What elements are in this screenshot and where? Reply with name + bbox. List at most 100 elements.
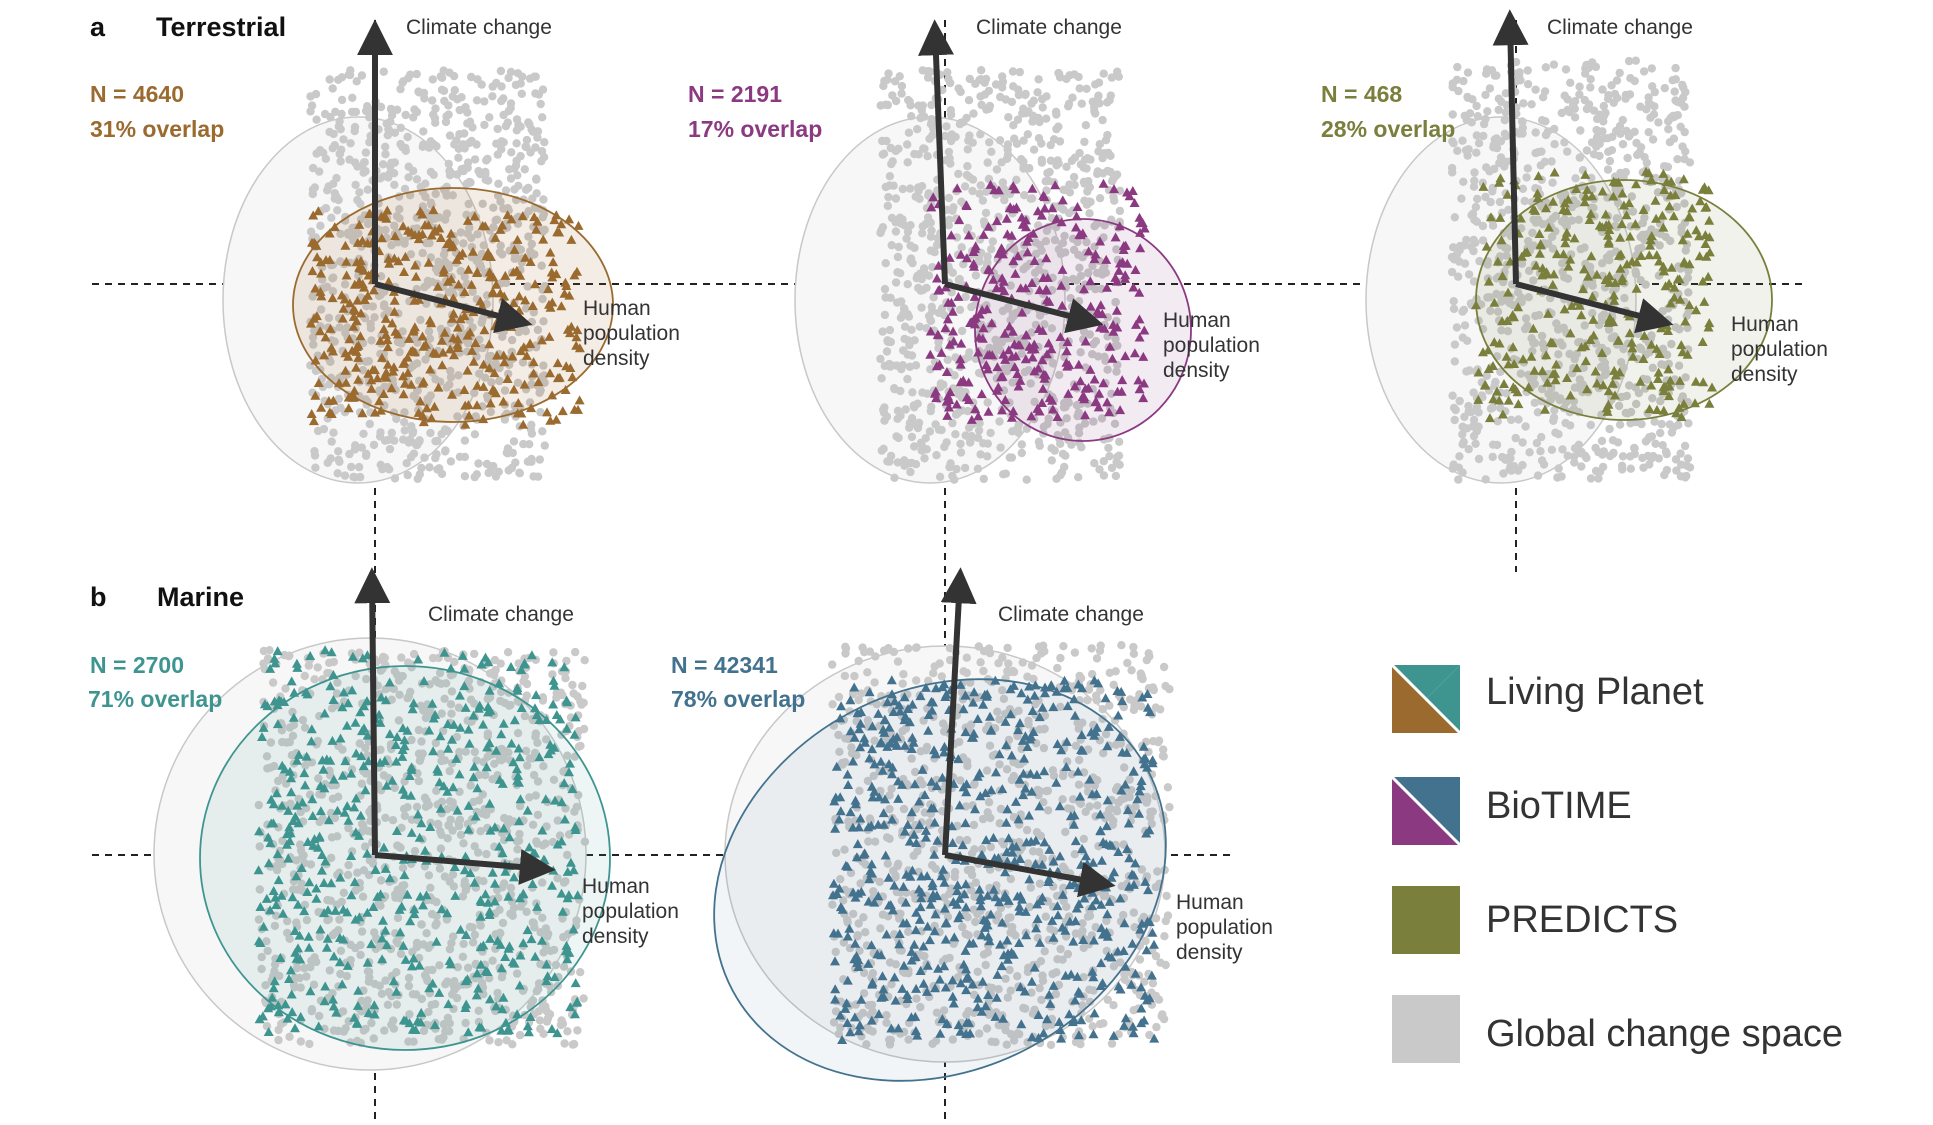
global-change-point — [361, 451, 371, 460]
global-change-point — [390, 221, 399, 230]
global-change-point — [500, 386, 510, 395]
global-change-point — [513, 171, 522, 180]
global-change-point — [306, 227, 316, 236]
global-change-point — [883, 336, 892, 345]
global-change-point — [329, 428, 338, 437]
global-change-point — [1566, 78, 1575, 88]
global-change-point — [1671, 63, 1680, 73]
global-change-point — [927, 402, 936, 411]
global-change-point — [507, 347, 516, 357]
dataset-point — [574, 395, 585, 405]
global-change-point — [1671, 75, 1681, 84]
global-change-point — [1570, 113, 1580, 122]
global-change-point — [983, 439, 992, 448]
global-change-point — [1575, 90, 1584, 99]
global-change-point — [412, 69, 421, 79]
global-change-point — [1541, 130, 1551, 140]
global-change-point — [1591, 62, 1601, 72]
global-change-point — [454, 371, 463, 380]
global-change-point — [1621, 168, 1631, 177]
global-change-point — [483, 176, 493, 185]
global-change-point — [1098, 115, 1107, 125]
global-change-point — [460, 272, 469, 282]
global-change-point — [983, 452, 992, 461]
global-change-point — [467, 72, 476, 82]
global-change-point — [967, 302, 976, 312]
global-change-point — [1045, 167, 1054, 177]
global-change-point — [1612, 126, 1621, 136]
global-change-point — [1587, 138, 1597, 147]
global-change-point — [560, 1039, 569, 1048]
human-label: Human — [1163, 309, 1231, 332]
global-change-point — [1487, 66, 1497, 75]
global-change-point — [439, 66, 448, 75]
global-change-point — [1469, 431, 1479, 441]
global-change-point — [927, 100, 936, 110]
global-change-point — [926, 316, 936, 326]
global-change-point — [1463, 68, 1473, 77]
climate-change-label: Climate change — [406, 16, 552, 39]
global-change-point — [1527, 100, 1536, 109]
global-change-point — [379, 302, 389, 311]
global-change-point — [387, 111, 397, 120]
global-change-point — [1630, 444, 1639, 453]
global-change-point — [434, 257, 443, 266]
global-change-point — [459, 164, 469, 173]
global-change-point — [454, 388, 463, 397]
global-change-point — [1586, 420, 1596, 430]
global-change-point — [445, 260, 454, 270]
global-change-point — [924, 69, 933, 78]
global-change-point — [1488, 452, 1497, 462]
global-change-point — [497, 96, 506, 106]
global-change-point — [329, 273, 338, 282]
global-change-point — [1465, 366, 1474, 375]
global-change-point — [906, 241, 915, 250]
global-change-point — [313, 426, 323, 436]
global-change-point — [439, 250, 449, 259]
global-change-point — [963, 145, 972, 154]
global-change-point — [917, 274, 926, 284]
population-label: population — [1163, 334, 1260, 357]
global-change-point — [491, 216, 500, 225]
global-change-point — [350, 122, 360, 132]
global-change-point — [460, 452, 470, 462]
global-change-point — [527, 429, 537, 438]
global-change-point — [1581, 69, 1590, 78]
global-change-point — [1594, 474, 1603, 483]
global-change-point — [315, 167, 324, 176]
global-change-point — [969, 109, 978, 118]
global-change-point — [960, 182, 970, 191]
global-change-point — [981, 208, 991, 218]
global-change-point — [1618, 140, 1628, 149]
global-change-point — [1094, 92, 1103, 101]
global-change-point — [445, 131, 455, 140]
global-change-point — [1607, 146, 1617, 155]
global-change-point — [1459, 177, 1468, 186]
global-change-point — [1635, 148, 1644, 157]
global-change-point — [1599, 134, 1609, 143]
dataset-point — [573, 220, 584, 230]
global-change-point — [418, 248, 427, 258]
dataset-point — [272, 646, 283, 656]
global-change-point — [920, 454, 929, 463]
global-change-point — [1536, 161, 1546, 170]
global-change-point — [428, 96, 437, 105]
global-change-point — [1083, 187, 1092, 196]
global-change-point — [1591, 443, 1600, 453]
global-change-point — [429, 110, 438, 119]
global-change-point — [403, 470, 412, 480]
global-change-point — [1067, 440, 1076, 449]
global-change-point — [568, 680, 577, 690]
global-change-point — [337, 73, 347, 82]
global-change-point — [304, 661, 313, 670]
dataset-point — [551, 414, 562, 424]
global-change-point — [478, 199, 487, 208]
global-change-point — [402, 459, 411, 468]
global-change-point — [1608, 449, 1618, 459]
global-change-point — [987, 147, 996, 156]
global-change-point — [285, 1032, 294, 1042]
global-change-point — [404, 173, 413, 182]
global-change-point — [1646, 113, 1655, 122]
global-change-point — [512, 139, 521, 148]
global-change-point — [522, 135, 532, 145]
